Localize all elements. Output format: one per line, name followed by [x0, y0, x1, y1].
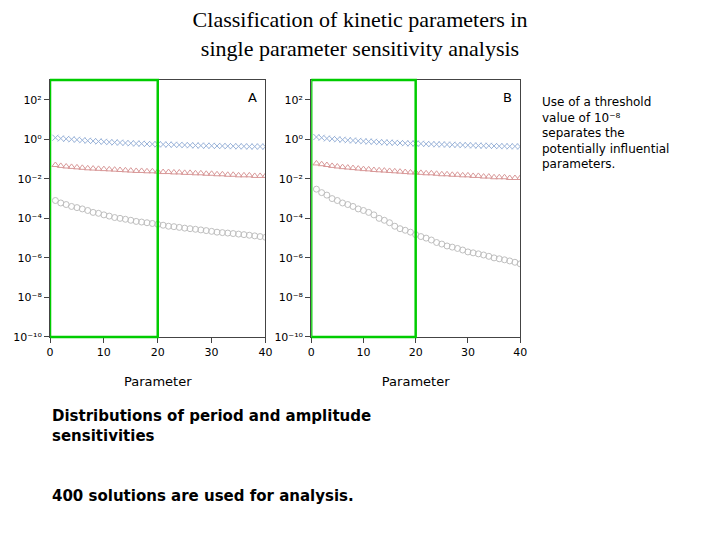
svg-text:10⁻⁴: 10⁻⁴ — [18, 212, 43, 225]
svg-text:10²: 10² — [23, 94, 41, 107]
svg-text:10⁻⁴: 10⁻⁴ — [279, 212, 304, 225]
svg-text:10⁻¹⁰: 10⁻¹⁰ — [274, 331, 303, 344]
svg-text:10⁻⁸: 10⁻⁸ — [18, 291, 43, 304]
svg-text:20: 20 — [409, 346, 423, 359]
svg-text:40: 40 — [258, 346, 272, 359]
svg-text:400 solutions are used for ana: 400 solutions are used for analysis. — [52, 487, 354, 505]
svg-text:10: 10 — [97, 346, 111, 359]
svg-text:10⁰: 10⁰ — [285, 133, 304, 146]
svg-text:0: 0 — [308, 346, 315, 359]
svg-text:20: 20 — [151, 346, 165, 359]
svg-text:A: A — [248, 90, 257, 105]
svg-text:Distributions of period and am: Distributions of period and amplitudesen… — [52, 407, 371, 445]
svg-text:10: 10 — [356, 346, 370, 359]
svg-text:Use of a thresholdvalue of 10⁻: Use of a thresholdvalue of 10⁻⁸separates… — [542, 95, 669, 171]
svg-text:Parameter: Parameter — [124, 374, 192, 389]
svg-text:0: 0 — [47, 346, 54, 359]
svg-text:10⁻⁶: 10⁻⁶ — [18, 252, 43, 265]
svg-text:40: 40 — [513, 346, 527, 359]
svg-text:10⁻²: 10⁻² — [279, 173, 303, 186]
svg-text:10⁻⁶: 10⁻⁶ — [279, 252, 304, 265]
svg-text:10⁻²: 10⁻² — [18, 173, 42, 186]
svg-text:10⁰: 10⁰ — [23, 133, 42, 146]
svg-text:B: B — [503, 90, 512, 105]
svg-text:30: 30 — [205, 346, 219, 359]
svg-text:10⁻⁸: 10⁻⁸ — [279, 291, 304, 304]
svg-text:10⁻¹⁰: 10⁻¹⁰ — [13, 331, 42, 344]
svg-text:30: 30 — [461, 346, 475, 359]
svg-text:10²: 10² — [285, 94, 303, 107]
svg-text:Classification of kinetic para: Classification of kinetic parameters ins… — [193, 7, 528, 61]
svg-text:Parameter: Parameter — [382, 374, 450, 389]
